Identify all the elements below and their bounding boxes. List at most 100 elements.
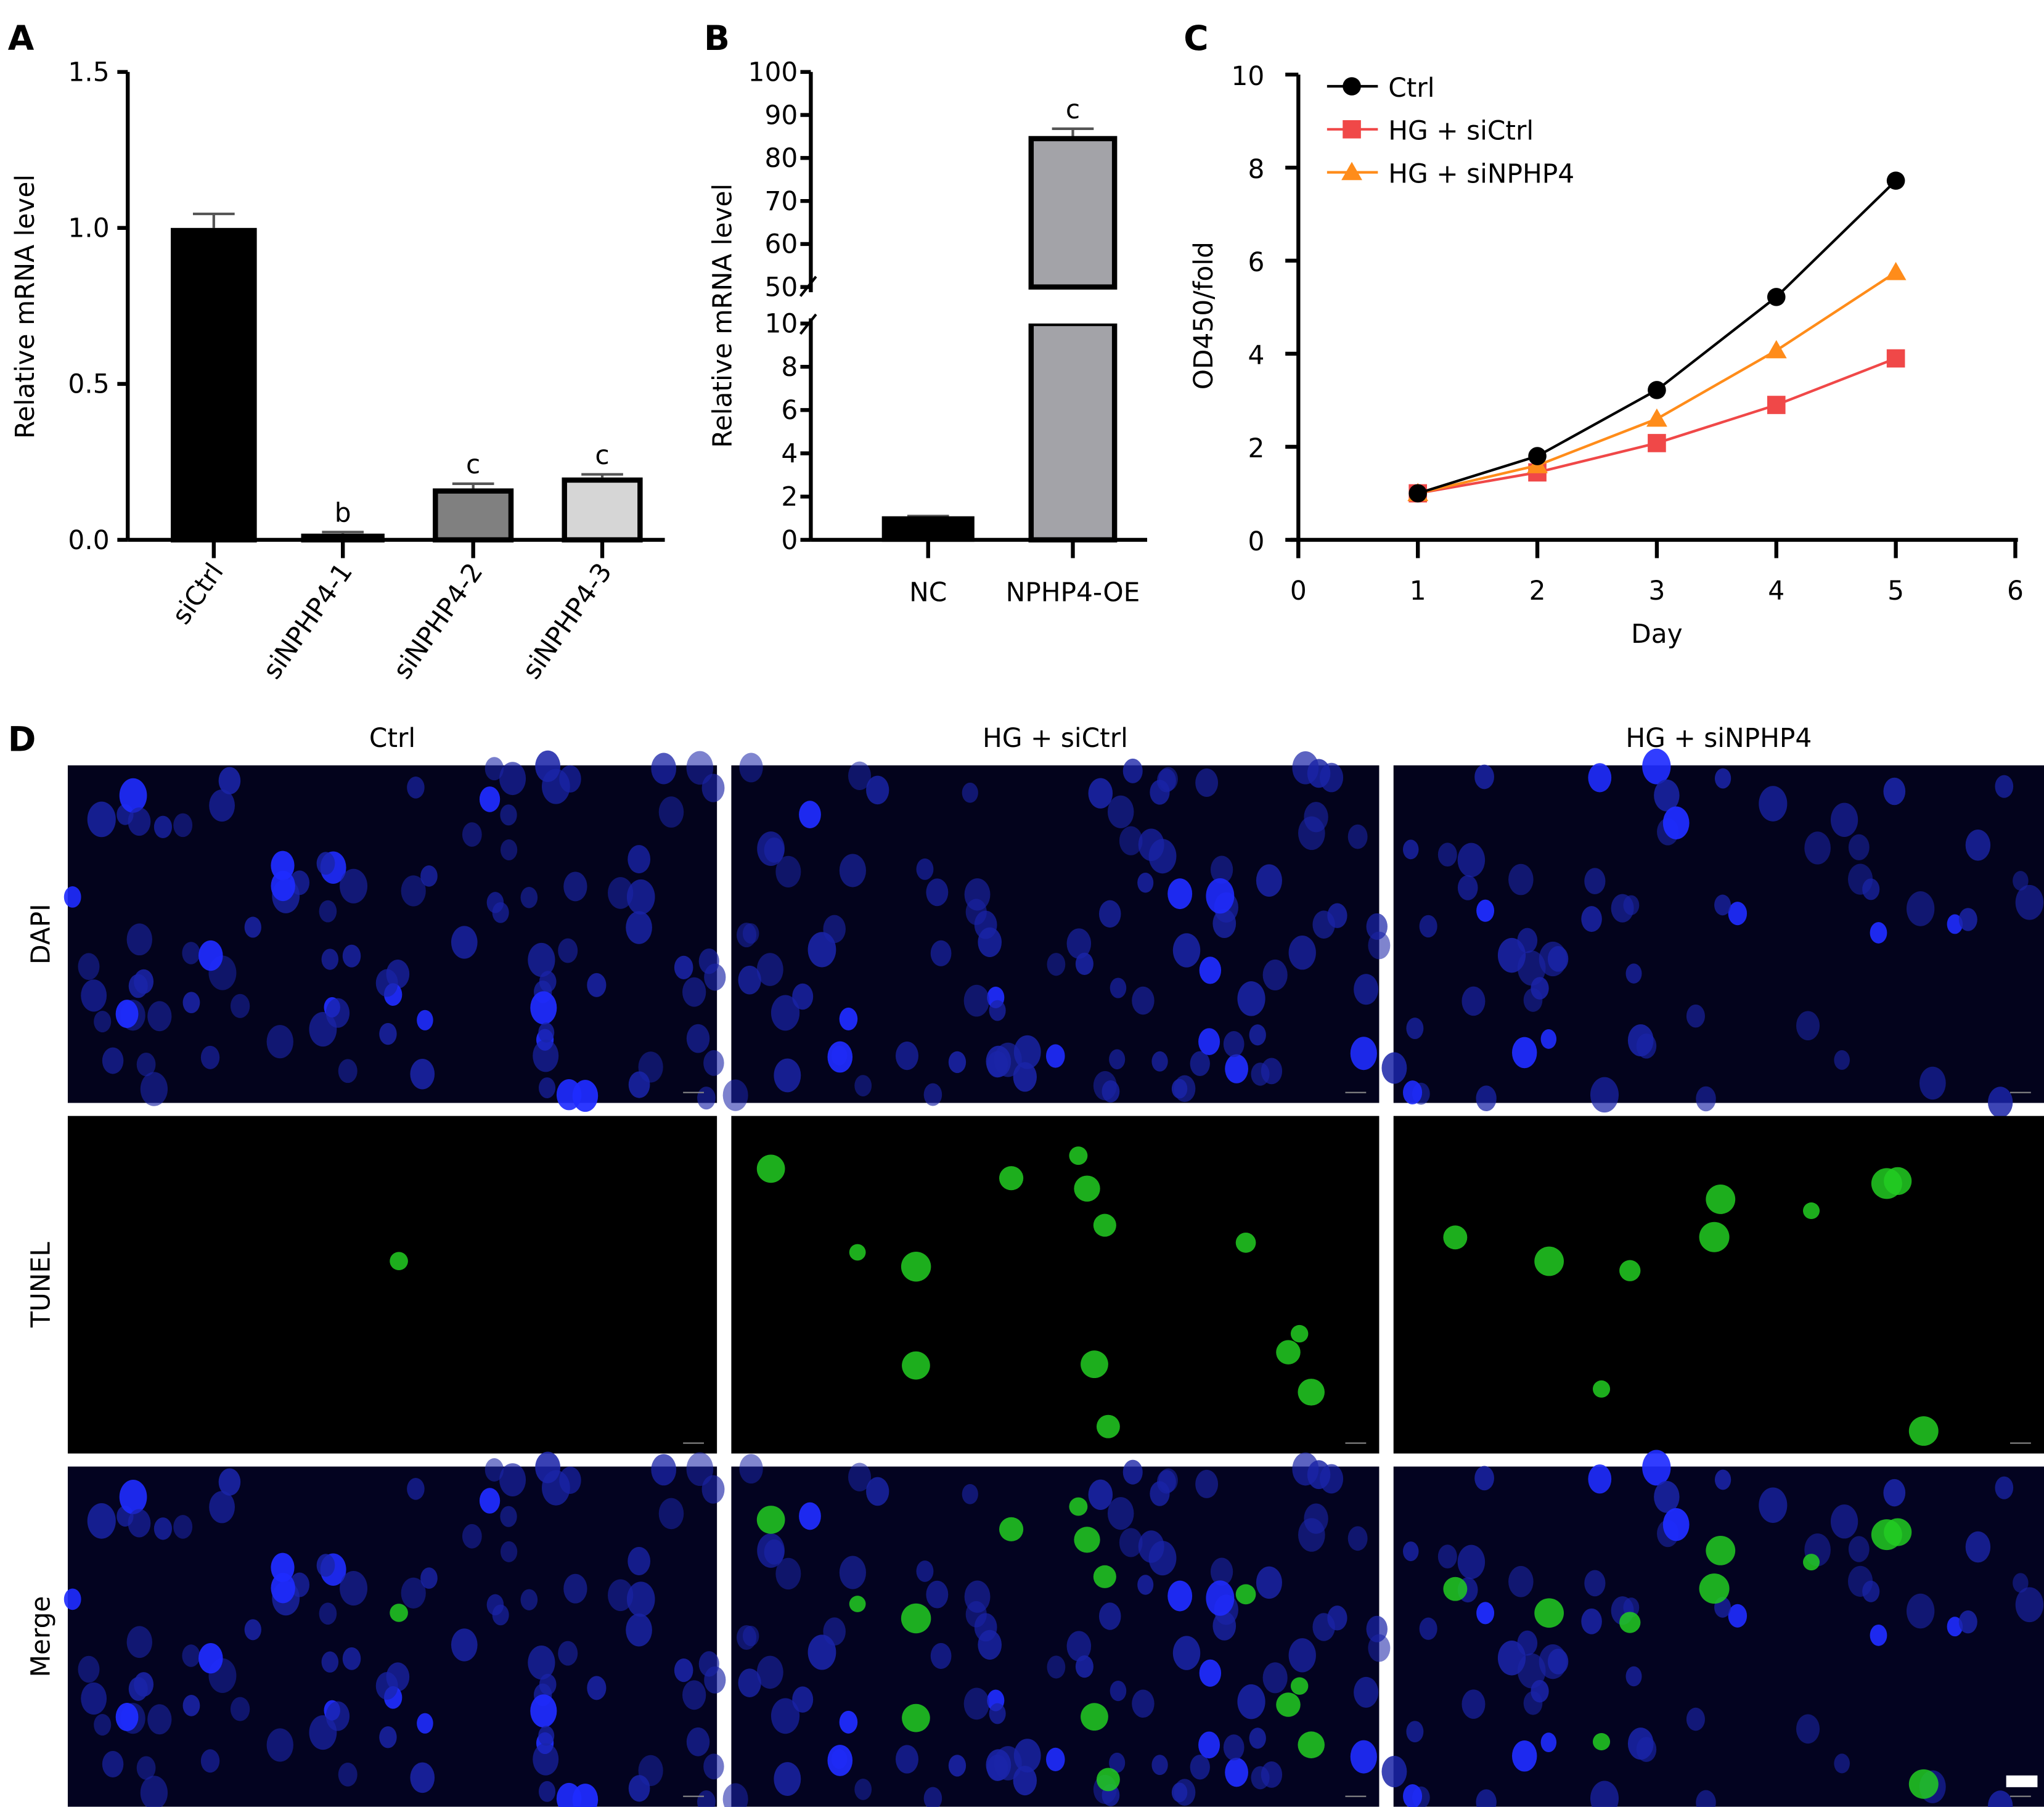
bar-lower (1028, 320, 1118, 543)
nucleus (1581, 1608, 1602, 1634)
y-tick-label: 1.5 (68, 57, 109, 88)
nucleus (963, 984, 990, 1017)
nucleus (1102, 1080, 1120, 1103)
data-point (1528, 447, 1547, 465)
nucleus (1883, 777, 1906, 806)
nucleus (1137, 1575, 1154, 1595)
nucleus (839, 1556, 866, 1589)
tunel-positive-cell (1096, 1768, 1120, 1792)
nucleus (965, 899, 987, 926)
nucleus (739, 1454, 763, 1484)
micrograph-tunel-0 (67, 1116, 717, 1454)
nucleus (608, 1579, 634, 1612)
nucleus (1623, 895, 1640, 915)
nucleus (1796, 1714, 1820, 1744)
nucleus (866, 775, 889, 805)
nucleus (410, 1762, 435, 1793)
nucleus (1988, 1087, 2013, 1118)
row-label: Merge (25, 1596, 55, 1678)
tunel-positive-cell (1908, 1769, 1939, 1799)
legend-item: HG + siCtrl (1327, 116, 1534, 146)
nucleus (218, 767, 241, 794)
nucleus (563, 871, 587, 902)
nucleus (1804, 831, 1831, 865)
y-tick-label: 0.5 (68, 369, 109, 399)
tunel-positive-cell (1443, 1225, 1468, 1250)
nucleus (1847, 1565, 1873, 1597)
bar (562, 477, 643, 543)
x-tick-label: 3 (1648, 576, 1665, 606)
bar (881, 516, 975, 542)
nucleus (1107, 795, 1134, 828)
nucleus (1906, 891, 1935, 926)
nucleus (1350, 1037, 1377, 1071)
nucleus (1256, 864, 1282, 897)
nucleus (87, 801, 116, 838)
nucleus (558, 938, 578, 963)
x-tick-label: NC (909, 577, 947, 607)
nucleus (520, 887, 538, 908)
legend-label: Ctrl (1388, 73, 1434, 103)
nucleus (2013, 1573, 2029, 1593)
nucleus (538, 1726, 555, 1746)
nucleus (417, 1010, 433, 1030)
nucleus (703, 1753, 724, 1780)
nucleus (1298, 1518, 1325, 1552)
tunel-positive-cell (1593, 1380, 1611, 1398)
nucleus (316, 1554, 335, 1577)
y-tick-label: 6 (1248, 247, 1264, 277)
nucleus (1883, 1479, 1906, 1507)
nucleus (722, 1783, 748, 1807)
nucleus (2015, 884, 2044, 920)
nucleus (1237, 1684, 1265, 1719)
x-tick-label: 6 (2007, 576, 2024, 606)
tunel-positive-cell (1803, 1202, 1820, 1220)
nucleus (1642, 748, 1671, 785)
nucleus (94, 1714, 112, 1736)
nucleus (1508, 1565, 1534, 1597)
micrograph-tunel-2 (1393, 1116, 2044, 1454)
tunel-positive-cell (1081, 1703, 1108, 1731)
nucleus (1457, 1544, 1486, 1580)
nucleus (153, 815, 172, 839)
nucleus (1834, 1753, 1850, 1774)
nucleus (1151, 1051, 1168, 1072)
nucleus (930, 940, 952, 966)
micrograph-dapi-0 (63, 750, 726, 1112)
nucleus (538, 1780, 556, 1802)
nucleus (1148, 839, 1177, 874)
y-tick-label: 80 (764, 143, 798, 173)
row-label: TUNEL (25, 1242, 55, 1328)
nucleus (651, 753, 677, 785)
nucleus (1547, 1649, 1569, 1674)
nucleus (401, 875, 426, 907)
scale-bar (2006, 1775, 2038, 1787)
y-tick-label: 0.0 (68, 525, 109, 555)
nucleus (1847, 863, 1873, 895)
nucleus (1110, 1681, 1127, 1702)
nucleus (965, 1601, 987, 1628)
nucleus (218, 1468, 241, 1496)
nucleus (1368, 931, 1391, 960)
nucleus (1523, 988, 1543, 1012)
y-tick-label: 1.0 (68, 213, 109, 243)
y-tick-label: 10 (764, 309, 798, 339)
x-tick-label: siCtrl (166, 557, 229, 629)
tunel-positive-cell (849, 1596, 866, 1612)
nucleus (686, 751, 714, 785)
nucleus (626, 911, 652, 944)
nucleus (1523, 1691, 1543, 1715)
nucleus (738, 1668, 761, 1697)
nucleus (1457, 875, 1478, 900)
nucleus (1261, 1058, 1283, 1085)
data-point (1648, 381, 1666, 399)
nucleus (1581, 906, 1602, 932)
nucleus (1662, 806, 1690, 839)
tunel-positive-cell (1074, 1527, 1100, 1553)
nucleus (1437, 842, 1457, 867)
nucleus (153, 1517, 172, 1540)
y-tick-label: 100 (748, 57, 798, 88)
nucleus (703, 1050, 724, 1076)
nucleus (1298, 816, 1325, 850)
nucleus (989, 1703, 1006, 1724)
